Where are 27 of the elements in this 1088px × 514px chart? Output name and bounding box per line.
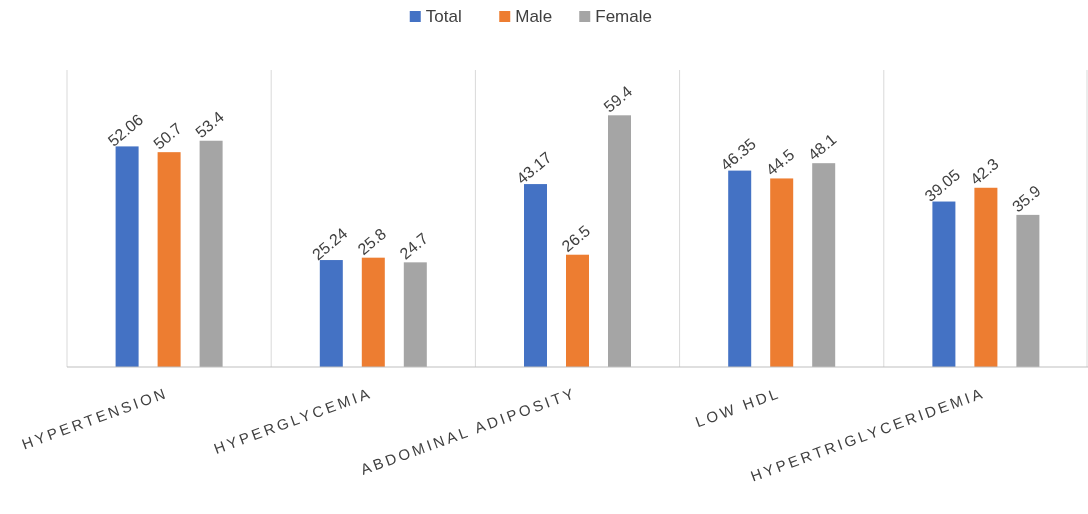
data-label: 48.1	[804, 130, 840, 164]
bar	[524, 184, 547, 367]
bar	[115, 146, 139, 367]
data-label: 50.7	[150, 119, 186, 153]
bar	[157, 152, 181, 367]
bar	[974, 187, 998, 367]
data-label: 25.8	[354, 224, 390, 258]
bar	[812, 163, 836, 367]
legend-label: Male	[515, 7, 553, 26]
data-label: 44.5	[762, 145, 798, 179]
bar	[770, 178, 794, 367]
bar	[932, 201, 956, 367]
bar	[1016, 214, 1040, 367]
data-label: 35.9	[1008, 182, 1044, 216]
bar	[403, 262, 427, 367]
bar	[361, 257, 385, 367]
bar	[319, 260, 343, 367]
legend-label: Female	[595, 7, 652, 26]
bar	[728, 170, 752, 367]
bar	[608, 115, 631, 367]
data-label: 26.5	[558, 221, 594, 256]
legend-label: Total	[425, 7, 462, 26]
data-label: 59.4	[600, 82, 636, 116]
bar	[566, 254, 589, 367]
data-label: 53.4	[192, 107, 228, 142]
data-label: 42.3	[966, 154, 1002, 189]
bar	[199, 140, 223, 367]
